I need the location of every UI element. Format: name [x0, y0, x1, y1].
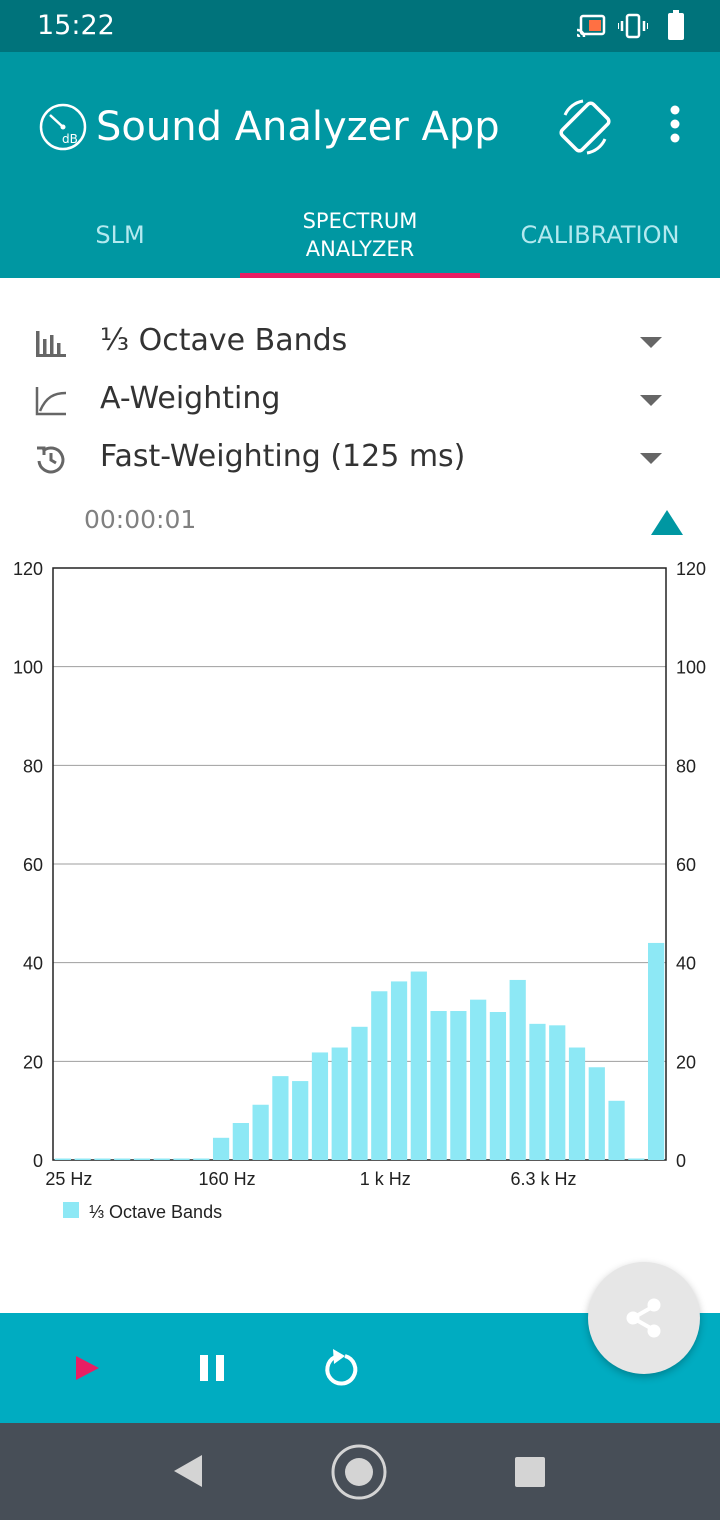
- bar: [272, 1076, 289, 1160]
- weighting-selector-label: A-Weighting: [100, 381, 281, 416]
- bar: [74, 1158, 91, 1160]
- bar: [311, 1052, 329, 1160]
- battery-icon: [668, 10, 684, 40]
- bar: [628, 1158, 645, 1160]
- bar: [193, 1158, 210, 1160]
- status-bar: 15:22: [0, 0, 720, 52]
- x-tick-label: 6.3 k Hz: [510, 1169, 576, 1189]
- tab-spectrum-analyzer[interactable]: SPECTRUM ANALYZER: [240, 192, 480, 278]
- tab-spectrum-analyzer-label: SPECTRUM ANALYZER: [302, 209, 418, 261]
- bar: [648, 942, 665, 1160]
- band-selector[interactable]: ⅓ Octave Bands: [0, 315, 720, 369]
- back-icon[interactable]: [170, 1453, 206, 1489]
- chevron-down-icon: [640, 453, 662, 464]
- x-tick-label: 1 k Hz: [360, 1169, 411, 1189]
- bar-chart-icon: [36, 331, 66, 357]
- x-tick-label: 25 Hz: [45, 1169, 92, 1189]
- y-tick-label-left: 100: [13, 658, 43, 678]
- bar: [371, 991, 388, 1160]
- bar: [212, 1137, 230, 1160]
- vibrate-icon: [618, 13, 648, 39]
- bar: [450, 1011, 467, 1160]
- y-tick-label-right: 80: [676, 756, 696, 776]
- tab-indicator: [240, 273, 480, 278]
- timer-history-icon: [37, 446, 65, 474]
- weighting-selector[interactable]: A-Weighting: [0, 373, 720, 427]
- curve-icon: [35, 387, 67, 416]
- more-vert-icon[interactable]: [655, 102, 695, 152]
- bar: [331, 1047, 348, 1160]
- status-time: 15:22: [37, 10, 115, 41]
- y-tick-label-right: 60: [676, 855, 696, 875]
- elapsed-timer: 00:00:01: [84, 505, 197, 534]
- bar: [173, 1158, 190, 1160]
- bar: [529, 1023, 546, 1160]
- tab-calibration[interactable]: CALIBRATION: [520, 221, 680, 249]
- y-tick-label-left: 80: [23, 756, 43, 776]
- bar: [608, 1100, 625, 1160]
- time-weighting-selector-label: Fast-Weighting (125 ms): [100, 439, 466, 474]
- app-bar: dB Sound Analyzer App SLM SPECTRUM ANALY…: [0, 52, 720, 278]
- home-icon[interactable]: [330, 1443, 388, 1501]
- cast-icon: [576, 14, 606, 38]
- pause-icon[interactable]: [187, 1343, 237, 1393]
- bar: [351, 1026, 368, 1160]
- bar: [252, 1104, 269, 1160]
- legend-swatch: [63, 1202, 79, 1218]
- x-tick-label: 160 Hz: [199, 1169, 256, 1189]
- app-title: Sound Analyzer App: [96, 104, 500, 150]
- bar: [470, 999, 487, 1160]
- svg-text:dB: dB: [62, 132, 78, 146]
- bar: [232, 1123, 249, 1160]
- y-tick-label-left: 120: [13, 559, 43, 579]
- collapse-triangle-icon[interactable]: [650, 508, 684, 536]
- bar: [133, 1158, 151, 1160]
- y-tick-label-right: 120: [676, 559, 706, 579]
- y-tick-label-right: 0: [676, 1151, 686, 1171]
- bar: [509, 979, 526, 1160]
- bar: [153, 1158, 170, 1160]
- db-gauge-icon: dB: [39, 103, 87, 151]
- spectrum-chart: 0 0 20 20 40 40 60 60 80 80 100 100 120 120 25 Hz 160 H…: [13, 559, 706, 1222]
- bar: [588, 1067, 605, 1160]
- y-tick-label-right: 40: [676, 954, 696, 974]
- y-tick-label-left: 0: [33, 1151, 43, 1171]
- y-tick-label-right: 20: [676, 1052, 696, 1072]
- play-icon[interactable]: [62, 1343, 112, 1393]
- band-selector-label: ⅓ Octave Bands: [100, 323, 348, 358]
- bar: [292, 1081, 309, 1160]
- bar: [114, 1158, 131, 1160]
- legend-label: ⅓ Octave Bands: [89, 1202, 222, 1222]
- bar: [430, 1011, 447, 1160]
- y-tick-label-left: 60: [23, 855, 43, 875]
- share-icon: [626, 1298, 661, 1338]
- chevron-down-icon: [640, 337, 662, 348]
- recents-icon[interactable]: [514, 1456, 546, 1488]
- bar: [568, 1047, 586, 1160]
- y-tick-label-right: 100: [676, 658, 706, 678]
- bar: [54, 1158, 71, 1160]
- navigation-bar: [0, 1423, 720, 1520]
- bar: [489, 1012, 507, 1160]
- bar: [390, 981, 408, 1160]
- bar: [94, 1158, 111, 1160]
- refresh-icon[interactable]: [315, 1343, 365, 1393]
- tab-slm[interactable]: SLM: [95, 221, 145, 249]
- y-tick-label-left: 20: [23, 1052, 43, 1072]
- y-tick-label-left: 40: [23, 954, 43, 974]
- bar: [410, 971, 427, 1160]
- screen-rotation-icon[interactable]: [555, 97, 615, 157]
- chevron-down-icon: [640, 395, 662, 406]
- bar: [549, 1025, 566, 1160]
- time-weighting-selector[interactable]: Fast-Weighting (125 ms): [0, 431, 720, 485]
- share-button[interactable]: [588, 1262, 700, 1374]
